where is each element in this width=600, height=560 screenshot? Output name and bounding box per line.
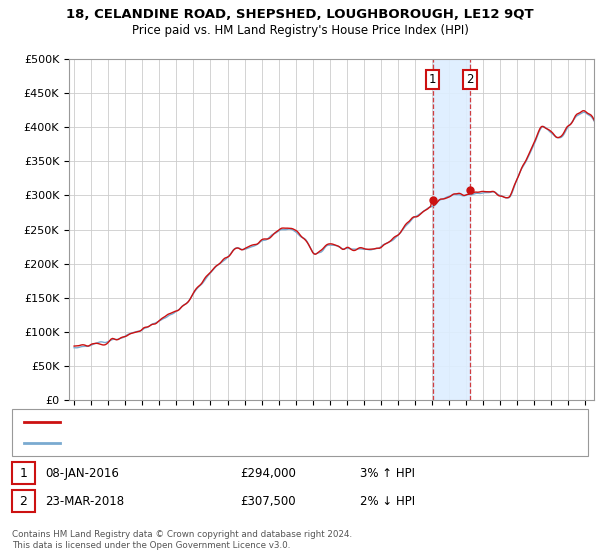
- Text: 08-JAN-2016: 08-JAN-2016: [45, 466, 119, 480]
- Text: 1: 1: [429, 73, 436, 86]
- Text: 18, CELANDINE ROAD, SHEPSHED, LOUGHBOROUGH, LE12 9QT: 18, CELANDINE ROAD, SHEPSHED, LOUGHBOROU…: [66, 8, 534, 21]
- Text: Price paid vs. HM Land Registry's House Price Index (HPI): Price paid vs. HM Land Registry's House …: [131, 24, 469, 36]
- Text: This data is licensed under the Open Government Licence v3.0.: This data is licensed under the Open Gov…: [12, 541, 290, 550]
- Text: 1: 1: [19, 466, 28, 480]
- Text: 23-MAR-2018: 23-MAR-2018: [45, 494, 124, 508]
- Text: HPI: Average price, detached house, Charnwood: HPI: Average price, detached house, Char…: [66, 438, 307, 448]
- Text: 18, CELANDINE ROAD, SHEPSHED, LOUGHBOROUGH, LE12 9QT (detached house): 18, CELANDINE ROAD, SHEPSHED, LOUGHBOROU…: [66, 417, 473, 427]
- Bar: [433, 59, 470, 400]
- Text: 2: 2: [19, 494, 28, 508]
- Text: £307,500: £307,500: [240, 494, 296, 508]
- Text: 2: 2: [466, 73, 474, 86]
- Text: 2% ↓ HPI: 2% ↓ HPI: [360, 494, 415, 508]
- Text: Contains HM Land Registry data © Crown copyright and database right 2024.: Contains HM Land Registry data © Crown c…: [12, 530, 352, 539]
- Text: 3% ↑ HPI: 3% ↑ HPI: [360, 466, 415, 480]
- Text: £294,000: £294,000: [240, 466, 296, 480]
